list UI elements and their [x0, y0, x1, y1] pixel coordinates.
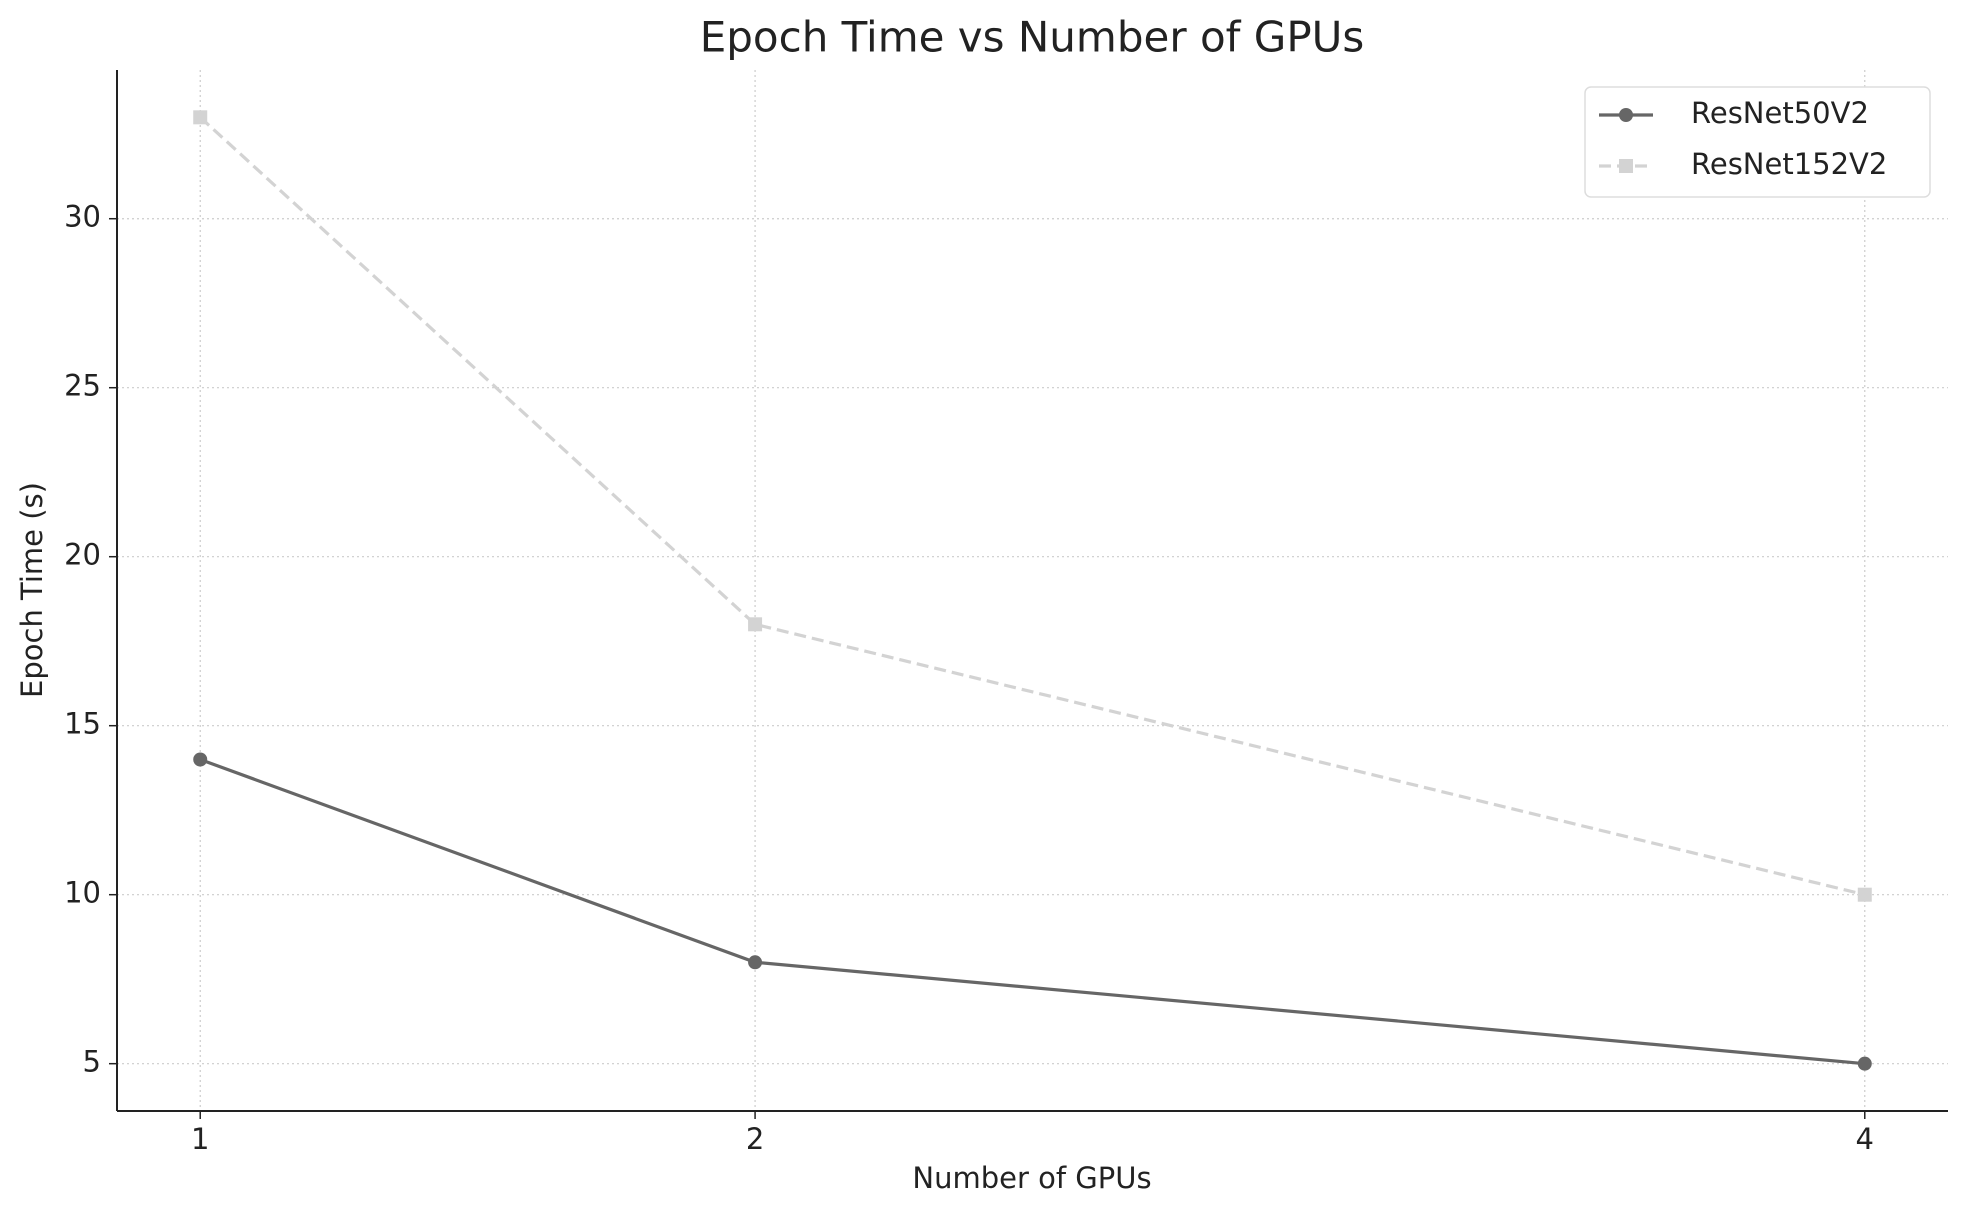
- data-point: [1857, 887, 1872, 902]
- y-tick-label: 5: [83, 1045, 101, 1079]
- data-point: [748, 617, 763, 632]
- x-tick-label: 4: [1856, 1122, 1874, 1156]
- data-point: [193, 752, 208, 767]
- data-point: [193, 110, 208, 125]
- y-tick-label: 25: [64, 369, 101, 403]
- legend-label: ResNet50V2: [1691, 96, 1869, 130]
- y-tick-label: 15: [64, 707, 101, 741]
- y-tick-label: 30: [64, 200, 101, 234]
- legend-box: [1584, 86, 1931, 198]
- legend-marker: [1619, 108, 1633, 122]
- y-tick-label: 20: [64, 538, 101, 572]
- y-axis-label: Epoch Time (s): [15, 482, 49, 698]
- series-line: [199, 116, 1866, 897]
- x-axis-label: Number of GPUs: [912, 1161, 1151, 1195]
- series-line: [199, 757, 1865, 1066]
- chart-title: Epoch Time vs Number of GPUs: [700, 13, 1365, 62]
- legend-marker: [1619, 159, 1633, 173]
- legend-label: ResNet152V2: [1691, 147, 1887, 181]
- x-tick-label: 1: [191, 1122, 209, 1156]
- x-tick-label: 2: [746, 1122, 764, 1156]
- y-tick-label: 10: [64, 876, 101, 910]
- data-point: [1857, 1056, 1872, 1071]
- data-point: [748, 955, 763, 970]
